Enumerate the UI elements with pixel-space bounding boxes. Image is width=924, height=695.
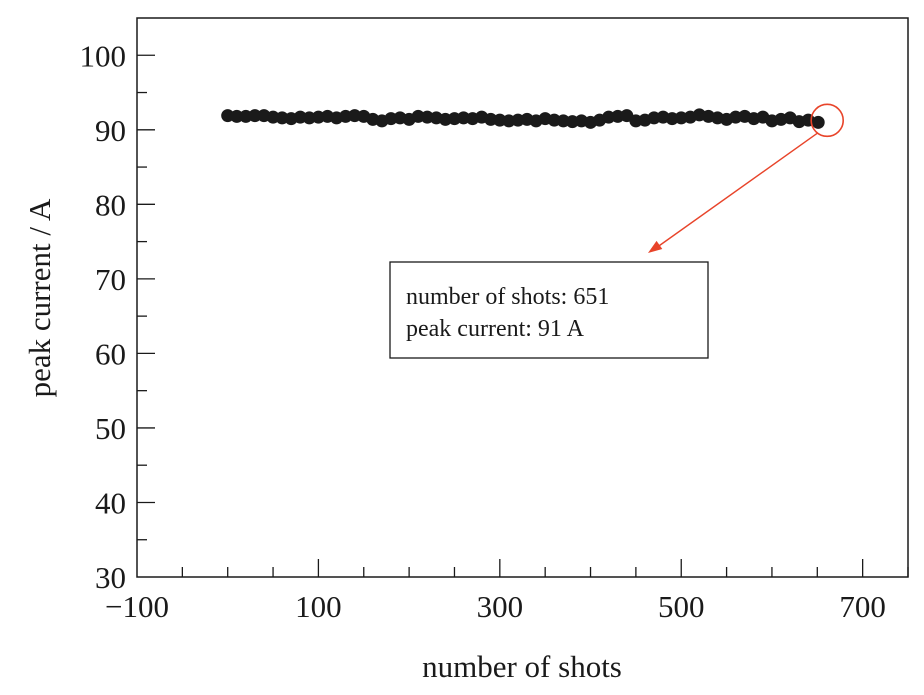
y-tick-label: 40 bbox=[95, 485, 126, 520]
y-axis-label: peak current / A bbox=[22, 198, 57, 397]
x-axis-label: number of shots bbox=[422, 649, 622, 684]
y-tick-label: 30 bbox=[95, 560, 126, 595]
data-point bbox=[811, 115, 825, 129]
y-tick-label: 70 bbox=[95, 262, 126, 297]
x-tick-label: 100 bbox=[295, 589, 342, 624]
y-tick-label: 80 bbox=[95, 187, 126, 222]
annotation-arrow bbox=[655, 132, 818, 249]
axis-ticks bbox=[137, 54, 909, 577]
y-tick-label: 50 bbox=[95, 411, 126, 446]
x-tick-label: 700 bbox=[839, 589, 886, 624]
x-tick-label: −100 bbox=[105, 589, 169, 624]
data-point bbox=[248, 109, 262, 123]
annotation: number of shots: 651 peak current: 91 A bbox=[389, 103, 845, 359]
data-points bbox=[221, 108, 825, 129]
x-tick-label: 300 bbox=[477, 589, 524, 624]
x-tick-labels: −100 100 300 500 700 bbox=[105, 589, 886, 624]
y-tick-label: 90 bbox=[95, 113, 126, 148]
highlight-circle bbox=[810, 103, 845, 138]
x-tick-label: 500 bbox=[658, 589, 705, 624]
annotation-line-current: peak current: 91 A bbox=[406, 316, 585, 342]
annotation-box bbox=[389, 261, 709, 359]
data-point bbox=[230, 109, 244, 123]
y-tick-labels: 30 40 50 60 70 80 90 100 bbox=[80, 38, 127, 595]
y-tick-label: 60 bbox=[95, 336, 126, 371]
annotation-line-shots: number of shots: 651 bbox=[406, 284, 609, 310]
y-tick-label: 100 bbox=[80, 38, 127, 73]
plot-frame bbox=[136, 17, 909, 578]
arrow-head bbox=[648, 240, 663, 253]
